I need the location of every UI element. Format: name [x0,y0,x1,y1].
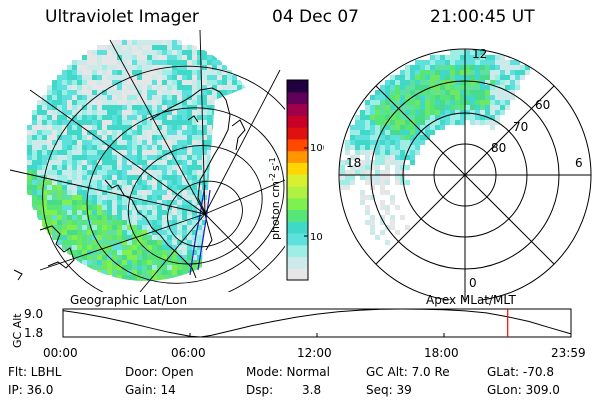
gc-alt-info: GC Alt: 7.0 Re [366,365,450,379]
ip-info: IP: 36.0 [8,383,54,397]
colorbar-cell [287,185,308,199]
colorbar-cell [287,244,308,258]
mlat-label-70: 70 [513,120,529,134]
colorbar-cell [287,197,308,211]
filter-info: Flt: LBHL [8,365,62,379]
aurora-polar-image [340,50,530,245]
gain-info: Gain: 14 [125,383,176,397]
colorbar-tick-100: 100 [310,143,324,154]
colorbar-cell [287,256,308,269]
colorbar-cell [287,162,308,175]
colorbar: 100 10 photon cm-2s-1 [268,79,324,281]
glat-info: GLat: -70.8 [487,365,554,379]
colorbar-scale [287,80,308,281]
mlt-label-6: 6 [575,156,583,170]
glon-info: GLon: 309.0 [487,383,560,397]
colorbar-cell [287,115,308,128]
colorbar-cell [287,209,308,222]
magnetic-polar-panel [338,48,592,300]
right-panel-caption: Apex MLat/MLT [426,293,516,307]
mlt-label-18: 18 [346,156,362,170]
colorbar-tick-10: 10 [310,232,323,243]
altitude-plot-frame [62,308,572,338]
mode-info: Mode: Normal [246,365,330,379]
latlon-grid [9,30,285,292]
dsp-value: 3.8 [302,383,322,397]
colorbar-frame [286,79,309,281]
dsp-label: Dsp: [246,383,274,397]
altitude-tick-max: 9.0 [24,307,43,321]
altitude-series-line [62,308,572,338]
ocean-boundary [189,184,211,276]
door-info: Door: Open [125,365,194,379]
altitude-timeline-chart: GC Alt 9.0 1.8 [11,307,572,348]
aurora-image [27,40,268,281]
mlt-label-0: 0 [469,276,477,290]
altitude-axis-label: GC Alt [11,313,24,348]
colorbar-cell [287,103,308,116]
time-tick-2359: 23:59 [551,346,586,360]
colorbar-cell [287,138,308,152]
altitude-tick-min: 1.8 [24,326,43,340]
time-tick-0000: 00:00 [43,346,78,360]
colorbar-cell [287,232,308,246]
mlat-label-80: 80 [491,141,507,155]
colorbar-cell [287,80,308,93]
left-panel-caption: Geographic Lat/Lon [70,293,188,307]
time-label: 21:00:45 UT [430,7,535,27]
geographic-image-panel [9,30,285,292]
colorbar-unit-label: photon cm-2s-1 [268,157,282,240]
colorbar-cell [287,150,308,163]
colorbar-cell [287,221,308,234]
time-tick-1800: 18:00 [424,346,459,360]
colorbar-cell [287,174,308,187]
time-tick-0600: 06:00 [171,346,206,360]
colorbar-cell [287,127,308,140]
mlat-label-60: 60 [535,98,551,112]
mlt-label-12: 12 [472,47,488,61]
instrument-title: Ultraviolet Imager [45,7,199,27]
colorbar-cell [287,268,308,281]
date-label: 04 Dec 07 [272,7,359,27]
time-tick-1200: 12:00 [297,346,332,360]
seq-info: Seq: 39 [366,383,412,397]
colorbar-cell [287,91,308,105]
polar-grid [338,48,592,300]
coastline [13,87,246,281]
